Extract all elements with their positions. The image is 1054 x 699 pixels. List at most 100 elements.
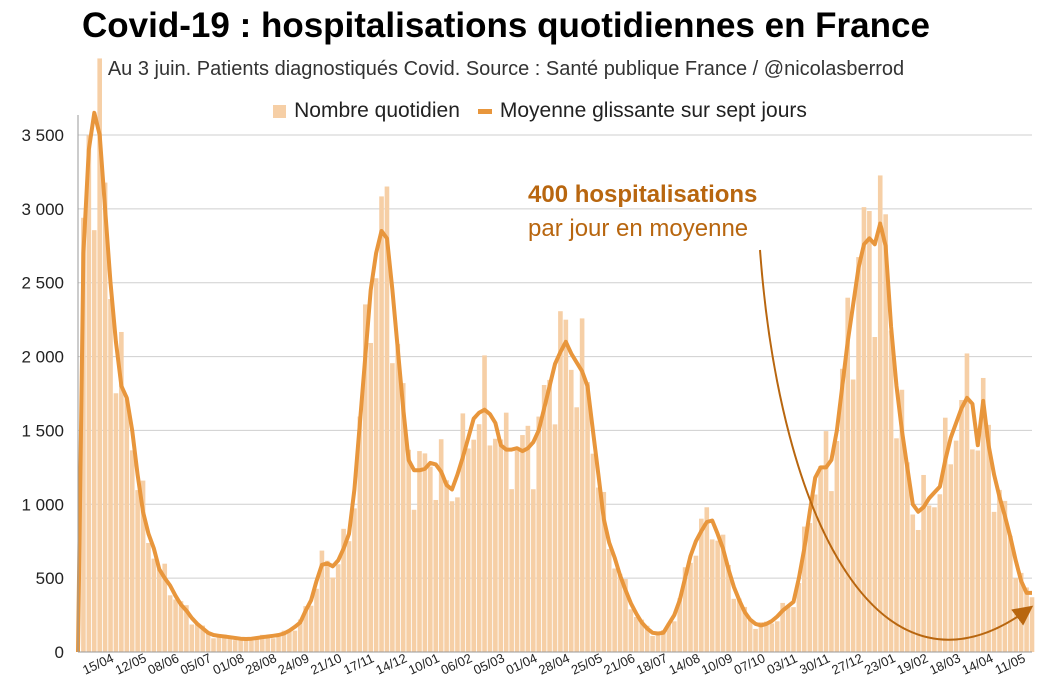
- daily-bar: [910, 514, 916, 652]
- daily-bar: [839, 368, 845, 652]
- daily-bar: [671, 621, 677, 652]
- daily-bar: [428, 466, 433, 652]
- daily-bar: [86, 135, 92, 652]
- daily-bar: [292, 630, 298, 652]
- daily-bar: [709, 539, 715, 652]
- chart-legend: Nombre quotidien Moyenne glissante sur s…: [0, 99, 1054, 123]
- daily-bar: [129, 450, 135, 652]
- x-tick-label: 28/04: [536, 650, 572, 677]
- daily-bar: [736, 598, 742, 652]
- daily-bar: [455, 497, 460, 652]
- daily-bar: [997, 489, 1002, 652]
- daily-bar: [509, 489, 514, 652]
- daily-bar: [232, 640, 238, 652]
- daily-bar: [606, 548, 612, 652]
- daily-bar: [135, 490, 140, 652]
- daily-bar: [948, 464, 953, 652]
- daily-bar: [834, 440, 840, 652]
- x-tick-label: 23/01: [862, 650, 898, 677]
- daily-bar: [921, 474, 926, 652]
- daily-bar: [964, 353, 970, 652]
- daily-bar: [975, 450, 981, 652]
- daily-bar: [823, 431, 829, 652]
- daily-bar: [265, 636, 271, 652]
- daily-bar: [617, 573, 623, 652]
- annotation-title: 400 hospitalisations: [528, 181, 757, 208]
- daily-bar: [373, 278, 379, 652]
- daily-bar: [119, 331, 124, 652]
- daily-bar: [444, 480, 449, 652]
- daily-bar: [151, 558, 157, 652]
- legend-label-average: Moyenne glissante sur sept jours: [499, 99, 807, 122]
- daily-bar: [200, 625, 205, 652]
- daily-bar: [319, 550, 325, 652]
- y-tick-label: 1 000: [21, 495, 64, 514]
- daily-bar: [91, 230, 97, 652]
- daily-bar: [184, 605, 189, 652]
- daily-bar: [124, 398, 130, 652]
- daily-bar: [764, 621, 769, 652]
- x-tick-label: 01/08: [210, 650, 246, 677]
- daily-bar: [438, 439, 444, 652]
- daily-bar: [346, 541, 352, 652]
- daily-bar: [406, 449, 411, 652]
- daily-bar: [867, 211, 872, 652]
- daily-bar: [812, 494, 818, 652]
- daily-bar: [937, 494, 943, 652]
- daily-bar: [568, 369, 574, 652]
- x-tick-label: 19/02: [894, 650, 930, 677]
- daily-bar: [601, 491, 607, 652]
- x-tick-label: 03/11: [765, 650, 800, 677]
- daily-bar: [411, 509, 417, 652]
- daily-bar: [807, 523, 813, 652]
- daily-bar: [986, 424, 991, 652]
- daily-bar: [140, 480, 146, 652]
- x-tick-label: 11/05: [993, 650, 1028, 677]
- daily-bar: [856, 257, 861, 652]
- y-tick-label: 500: [36, 569, 64, 588]
- daily-bar: [362, 304, 368, 652]
- x-tick-label: 30/11: [797, 650, 832, 677]
- daily-bar: [341, 528, 346, 652]
- x-tick-label: 05/07: [178, 650, 214, 677]
- daily-bar: [243, 637, 249, 652]
- daily-bar: [644, 625, 650, 652]
- annotation-text: par jour en moyenne: [528, 215, 748, 242]
- x-tick-label: 24/09: [276, 650, 312, 677]
- x-tick-label: 21/06: [601, 650, 637, 677]
- x-tick-label: 10/01: [406, 650, 442, 677]
- daily-bar: [596, 487, 601, 652]
- daily-bar: [259, 634, 265, 652]
- daily-bar: [1013, 578, 1019, 652]
- daily-bar: [888, 330, 894, 652]
- x-tick-label: 12/05: [113, 650, 149, 677]
- y-tick-label: 3 000: [21, 200, 64, 219]
- legend-label-daily: Nombre quotidien: [294, 99, 460, 122]
- daily-bar: [942, 417, 948, 652]
- x-tick-label: 18/07: [634, 650, 670, 677]
- daily-bar: [623, 579, 628, 652]
- average-line: [76, 110, 1032, 653]
- chart-title: Covid-19 : hospitalisations quotidiennes…: [82, 6, 930, 45]
- daily-bar: [677, 598, 682, 652]
- daily-bar: [487, 445, 493, 652]
- x-tick-label: 01/04: [504, 650, 540, 677]
- x-tick-label: 17/11: [341, 650, 376, 677]
- daily-bar: [178, 601, 184, 652]
- daily-bar: [325, 560, 330, 652]
- daily-bar: [536, 416, 542, 652]
- daily-bar: [167, 595, 173, 652]
- daily-bar: [850, 379, 856, 652]
- daily-bar: [780, 602, 785, 652]
- daily-bar: [433, 499, 439, 652]
- daily-bar: [731, 598, 737, 652]
- daily-bar: [666, 623, 672, 652]
- daily-bar: [297, 619, 303, 652]
- legend-swatch-line: [477, 108, 492, 114]
- daily-bar: [845, 297, 851, 652]
- daily-bar: [211, 638, 216, 652]
- daily-bar: [612, 568, 617, 652]
- daily-bar: [682, 567, 688, 652]
- daily-bar: [688, 562, 693, 652]
- daily-bar: [157, 569, 162, 652]
